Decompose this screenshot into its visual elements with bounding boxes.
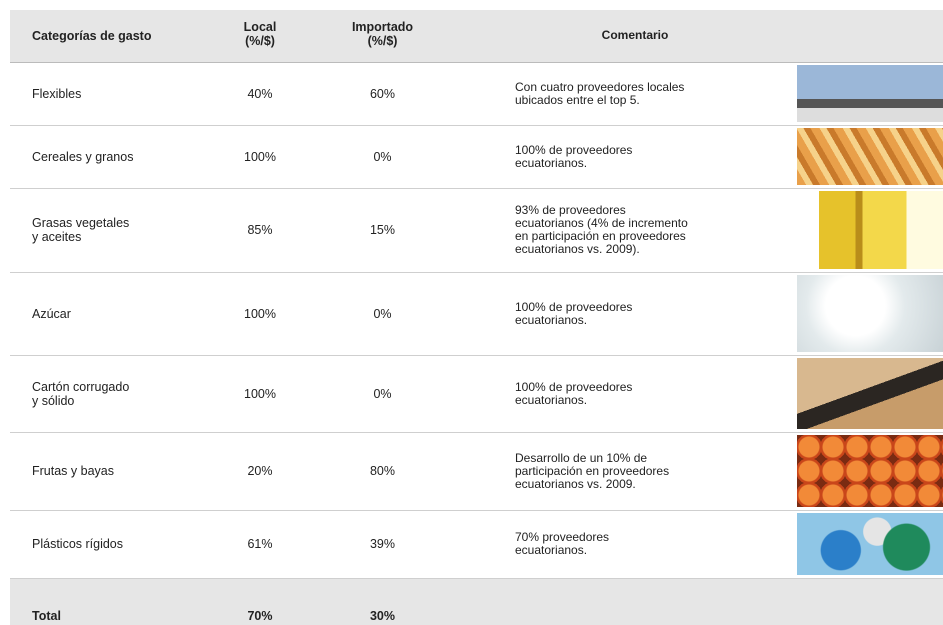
header-category: Categorías de gasto [32,29,152,43]
row-imported: 80% [369,464,396,478]
header-comment: Comentario [601,28,669,42]
table-row: Cereales y granos 100% 0% 100% de proveedor… [10,125,943,189]
table-row: Plásticos rígidos 61% 39% 70% proveedores e… [10,510,943,579]
row-local: 85% [247,223,273,237]
row-category: Grasas vegetales y aceites [32,216,130,244]
row-imported: 0% [373,386,392,401]
row-imported: 15% [369,223,396,237]
row-image [797,513,943,575]
table-row: Frutas y bayas 20% 80% Desarrollo de un 10%… [10,432,943,511]
row-comment: Desarrollo de un 10% de participación en… [515,450,670,491]
row-category: Cereales y granos [32,149,134,164]
total-imported: 30% [369,609,396,623]
row-comment: 93% de proveedores ecuatorianos (4% de i… [515,203,688,256]
row-image [797,435,943,507]
row-category: Frutas y bayas [32,464,114,478]
row-local: 20% [247,464,273,478]
row-comment: 70% proveedores ecuatorianos. [515,530,610,557]
total-label: Total [32,609,61,623]
header-imported: Importado (%/$) [351,20,414,48]
row-image [797,358,943,429]
row-imported: 39% [369,537,396,551]
header-local: Local (%/$) [243,20,277,48]
header-row: Categorías de gasto Local (%/$) Importado … [10,10,943,63]
table-row: Cartón corrugado y sólido 100% 0% 100% de p… [10,355,943,433]
row-comment: 100% de proveedores ecuatorianos. [515,379,633,407]
row-local: 100% [244,149,276,164]
row-local: 40% [247,86,273,101]
row-comment: 100% de proveedores ecuatorianos. [515,142,633,170]
row-image [797,275,943,352]
table-row: Flexibles 40% 60% Con cuatro proveedores lo… [10,62,943,126]
row-image [797,191,943,269]
table-row: Grasas vegetales y aceites 85% 15% 93% de p… [10,188,943,273]
row-local: 100% [244,306,276,321]
total-row: Total 70% 30% [10,579,943,625]
row-local: 61% [247,537,273,551]
row-category: Plásticos rígidos [32,537,124,551]
table-row: Azúcar 100% 0% 100% de proveedores ecuatori… [10,272,943,356]
row-category: Cartón corrugado y sólido [32,379,130,408]
row-category: Azúcar [32,306,71,321]
row-local: 100% [244,386,276,401]
row-category: Flexibles [32,86,82,101]
row-image [797,65,943,122]
total-local: 70% [247,609,273,623]
row-comment: Con cuatro proveedores locales ubicados … [515,79,685,107]
row-comment: 100% de proveedores ecuatorianos. [515,299,633,327]
row-imported: 60% [369,86,396,101]
row-image [797,128,943,185]
row-imported: 0% [373,306,392,321]
row-imported: 0% [373,149,392,164]
